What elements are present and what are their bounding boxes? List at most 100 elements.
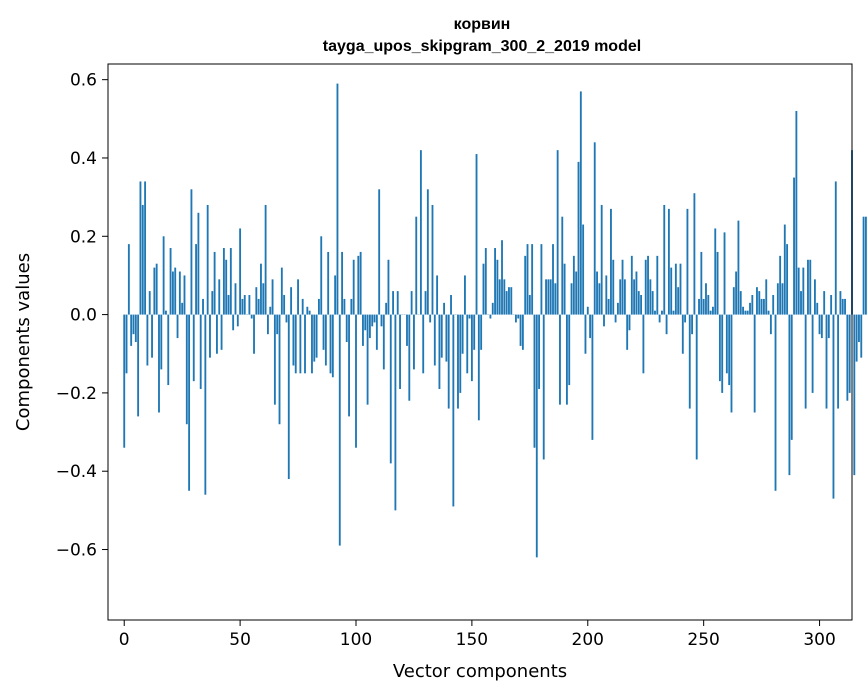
bar [290, 287, 293, 315]
bar [364, 314, 367, 331]
bar [730, 314, 733, 413]
bar [484, 248, 487, 315]
bar [820, 314, 823, 339]
bar [213, 251, 216, 315]
bar [853, 314, 856, 476]
bar [700, 251, 703, 315]
bar [547, 279, 550, 315]
bar [702, 298, 705, 315]
bar [276, 314, 279, 335]
x-tick-label: 0 [119, 630, 130, 650]
bar [552, 244, 554, 315]
bar [763, 298, 765, 315]
bar [818, 314, 821, 335]
bar [790, 314, 793, 440]
bar [797, 267, 800, 315]
bar [327, 251, 330, 315]
bar [616, 302, 619, 315]
bar [366, 314, 369, 405]
bar [633, 279, 636, 315]
bar [464, 275, 466, 315]
bar [127, 244, 130, 315]
y-tick-label: 0.4 [70, 149, 97, 169]
bar [744, 310, 747, 315]
bar [188, 314, 191, 491]
bar [278, 314, 281, 425]
bar [501, 240, 503, 315]
bar [637, 291, 640, 315]
bar [864, 216, 867, 315]
bar [222, 248, 225, 315]
bar [832, 314, 835, 499]
bar [665, 314, 668, 335]
bar [684, 314, 687, 323]
y-tick-label: 0.6 [70, 71, 97, 91]
bar [336, 83, 339, 315]
bar [146, 314, 149, 366]
bar [306, 306, 309, 315]
bar [315, 314, 318, 358]
bar [674, 263, 677, 315]
bar [153, 267, 156, 315]
y-tick-label: −0.6 [56, 541, 97, 561]
bar [725, 314, 728, 374]
bar [304, 314, 306, 374]
bar [565, 314, 568, 405]
bar [855, 314, 858, 362]
bar [311, 314, 313, 374]
bar [169, 248, 172, 315]
bar [362, 314, 364, 346]
bar [368, 314, 371, 339]
bar [749, 302, 751, 315]
bar [735, 271, 738, 315]
bar [413, 314, 415, 370]
bar [823, 291, 826, 315]
bar [241, 298, 244, 315]
bar [721, 314, 724, 393]
bar [139, 181, 142, 315]
bar [144, 181, 147, 315]
bar [151, 314, 153, 358]
bar [482, 263, 485, 315]
bar [498, 279, 501, 315]
bar [406, 314, 408, 346]
bar [816, 302, 819, 315]
x-tick-label: 100 [340, 630, 372, 650]
bar [556, 150, 559, 315]
bar [603, 314, 605, 327]
bar [846, 314, 849, 401]
bar [209, 314, 211, 358]
bar [811, 314, 814, 393]
bar [619, 279, 622, 315]
bar [220, 314, 223, 350]
bar [746, 310, 749, 315]
bar [236, 314, 239, 327]
bar [396, 291, 399, 315]
bar [355, 314, 357, 448]
bar [781, 283, 784, 315]
bars-group [123, 83, 867, 558]
bar [160, 314, 163, 370]
y-tick-label: −0.2 [56, 384, 97, 404]
bar [410, 291, 413, 315]
bar [521, 314, 524, 350]
bar [723, 232, 726, 315]
bar [477, 314, 480, 421]
bar [737, 220, 740, 315]
bar [598, 283, 601, 315]
bar [839, 291, 842, 315]
bar [227, 295, 230, 315]
bar [510, 287, 513, 315]
y-axis-label: Components values [13, 253, 34, 431]
bar [204, 314, 207, 495]
bar [267, 314, 269, 335]
bar [679, 263, 682, 315]
bar [320, 236, 323, 315]
bar [348, 314, 350, 417]
x-tick-label: 150 [456, 630, 488, 650]
bar [765, 279, 768, 315]
bar [519, 314, 522, 346]
bar [459, 314, 462, 393]
bar [445, 314, 448, 362]
bar [199, 314, 202, 389]
